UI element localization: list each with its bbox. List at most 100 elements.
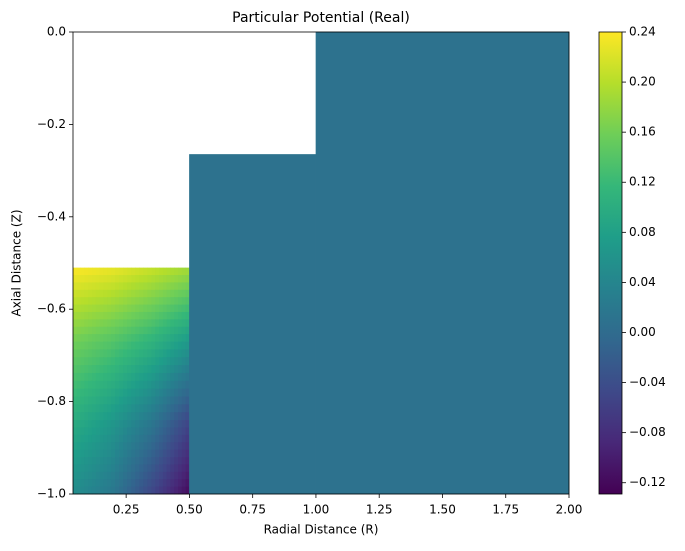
contour-cell: [162, 442, 168, 451]
colorbar-tick-label: 0.20: [629, 75, 656, 89]
contour-cell: [88, 319, 93, 328]
contour-cell: [155, 289, 160, 298]
contour-cell: [143, 471, 148, 480]
contour-cell: [103, 388, 108, 397]
contour-cell: [76, 341, 81, 350]
contour-cell: [170, 464, 175, 473]
contour-cell: [178, 289, 183, 298]
contour-cell: [73, 412, 78, 421]
contour-cell: [76, 311, 81, 320]
contour-cell: [95, 442, 100, 451]
contour-cell: [80, 289, 85, 298]
contour-cell: [143, 486, 148, 495]
contour-cell: [103, 289, 108, 298]
contour-cell: [162, 282, 168, 291]
contour-cell: [170, 365, 175, 374]
contour-cell: [162, 486, 168, 495]
contour-cell: [80, 427, 85, 436]
contour-cell: [88, 404, 93, 413]
contour-cell: [80, 442, 85, 451]
contour-cell: [73, 319, 78, 328]
contour-cell: [119, 349, 124, 358]
contour-cell: [99, 275, 104, 283]
contour-cell: [166, 304, 171, 313]
contour-cell: [123, 282, 128, 291]
y-axis-label: Axial Distance (Z): [10, 209, 24, 316]
contour-cell: [103, 449, 108, 458]
contour-cell: [131, 365, 136, 374]
contour-cell: [178, 471, 183, 480]
contour-cell: [91, 479, 97, 488]
contour-cell: [139, 365, 144, 374]
contour-cell: [115, 297, 120, 305]
contour-cell: [155, 297, 160, 305]
contour-cell: [123, 449, 128, 458]
contour-cell: [123, 357, 128, 366]
contour-cell: [123, 326, 128, 335]
contour-cell: [166, 486, 171, 495]
contour-cell: [155, 404, 160, 413]
contour-cell: [127, 457, 132, 465]
contour-cell: [147, 388, 152, 397]
contour-cell: [84, 357, 89, 366]
contour-cell: [174, 420, 179, 428]
contour-cell: [178, 341, 183, 350]
contour-cell: [139, 479, 144, 488]
contour-cell: [139, 289, 144, 298]
contour-cell: [107, 427, 112, 436]
contour-cell: [123, 427, 128, 436]
contour-cell: [139, 457, 144, 465]
contour-cell: [131, 420, 136, 428]
contour-cell: [185, 486, 190, 495]
contour-cell: [80, 304, 85, 313]
contour-cell: [135, 275, 140, 283]
contour-cell: [88, 267, 93, 276]
contour-cell: [181, 326, 187, 335]
contour-cell: [155, 334, 160, 342]
contour-cell: [131, 396, 136, 405]
contour-cell: [95, 319, 100, 328]
contour-cell: [123, 420, 128, 428]
contour-cell: [166, 341, 171, 350]
contour-cell: [143, 434, 148, 443]
contour-cell: [185, 479, 190, 488]
contour-cell: [166, 427, 171, 436]
contour-cell: [110, 464, 116, 473]
contour-cell: [170, 372, 175, 382]
contour-cell: [76, 479, 81, 488]
contour-cell: [178, 388, 183, 397]
contour-cell: [143, 380, 148, 390]
contour-cell: [151, 464, 156, 473]
contour-cell: [155, 326, 160, 335]
contour-cell: [135, 434, 140, 443]
y-tick-label: −0.2: [37, 117, 66, 131]
contour-cell: [110, 282, 116, 291]
contour-cell: [135, 449, 140, 458]
contour-cell: [110, 275, 116, 283]
contour-cell: [139, 334, 144, 342]
contour-cell: [110, 297, 116, 305]
contour-cell: [155, 486, 160, 495]
contour-cell: [147, 297, 152, 305]
contour-cell: [76, 396, 81, 405]
contour-cell: [76, 442, 81, 451]
contour-cell: [99, 442, 104, 451]
contour-cell: [88, 486, 93, 495]
contour-cell: [174, 304, 179, 313]
contour-cell: [181, 457, 187, 465]
contour-cell: [95, 479, 100, 488]
contour-cell: [80, 457, 85, 465]
contour-cell: [155, 464, 160, 473]
contour-cell: [151, 457, 156, 465]
contour-cell: [159, 464, 164, 473]
contour-cell: [127, 404, 132, 413]
contour-cell: [123, 372, 128, 382]
contour-cell: [162, 304, 168, 313]
contour-cell: [76, 357, 81, 366]
contour-cell: [139, 404, 144, 413]
contour-cell: [185, 311, 190, 320]
contour-cell: [103, 396, 108, 405]
contour-cell: [159, 289, 164, 298]
contour-cell: [88, 420, 93, 428]
contour-cell: [123, 457, 128, 465]
